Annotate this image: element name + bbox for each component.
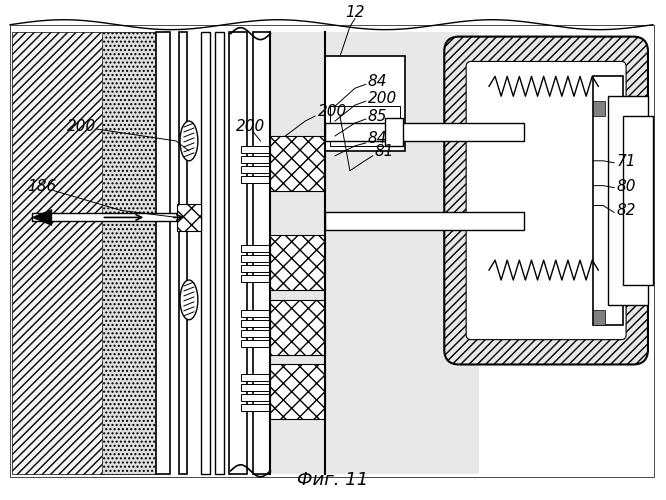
FancyBboxPatch shape [466, 62, 626, 340]
Bar [240, 404, 270, 411]
Bar [32, 214, 179, 222]
Bar [385, 118, 402, 146]
Bar [270, 236, 325, 290]
Bar [240, 394, 270, 401]
Text: 82: 82 [616, 204, 635, 218]
Bar [240, 146, 270, 153]
Text: 80: 80 [616, 178, 635, 194]
Bar [240, 255, 270, 262]
Bar [240, 275, 270, 282]
Text: 200: 200 [236, 119, 265, 134]
Text: 186: 186 [27, 178, 56, 194]
Bar [240, 166, 270, 172]
Bar [270, 136, 325, 190]
Bar [240, 320, 270, 326]
Bar [240, 156, 270, 163]
Bar [228, 32, 246, 474]
Text: 200: 200 [368, 91, 397, 106]
Bar [214, 32, 224, 474]
Text: 12: 12 [345, 4, 364, 20]
Bar [240, 265, 270, 272]
Bar [325, 123, 523, 141]
Bar [593, 101, 605, 116]
Bar [240, 340, 270, 346]
Bar [270, 364, 325, 419]
Text: 200: 200 [318, 104, 348, 119]
Bar [608, 96, 648, 305]
Bar [177, 204, 201, 232]
Ellipse shape [180, 121, 198, 161]
Ellipse shape [180, 280, 198, 320]
Bar [240, 374, 270, 382]
Bar [240, 176, 270, 182]
Text: 84: 84 [368, 74, 387, 90]
Text: 85: 85 [368, 109, 387, 124]
Bar [179, 32, 187, 474]
Polygon shape [101, 32, 156, 474]
Bar [201, 32, 210, 474]
Bar [593, 76, 623, 324]
Text: 71: 71 [616, 154, 635, 169]
Text: Фиг. 11: Фиг. 11 [298, 470, 368, 488]
Bar [252, 32, 270, 474]
Polygon shape [12, 32, 156, 474]
Text: 81: 81 [375, 144, 394, 159]
Polygon shape [32, 210, 52, 226]
Text: 84: 84 [368, 131, 387, 146]
FancyBboxPatch shape [444, 36, 648, 364]
Bar [156, 32, 170, 474]
Bar [623, 116, 653, 285]
Bar [240, 310, 270, 317]
Bar [240, 246, 270, 252]
Bar [240, 384, 270, 392]
Text: 200: 200 [67, 119, 96, 134]
Bar [240, 330, 270, 336]
Bar [593, 310, 605, 324]
Bar [325, 212, 523, 230]
Bar [330, 106, 400, 146]
Bar [325, 56, 404, 151]
Polygon shape [270, 32, 479, 474]
Bar [270, 300, 325, 354]
